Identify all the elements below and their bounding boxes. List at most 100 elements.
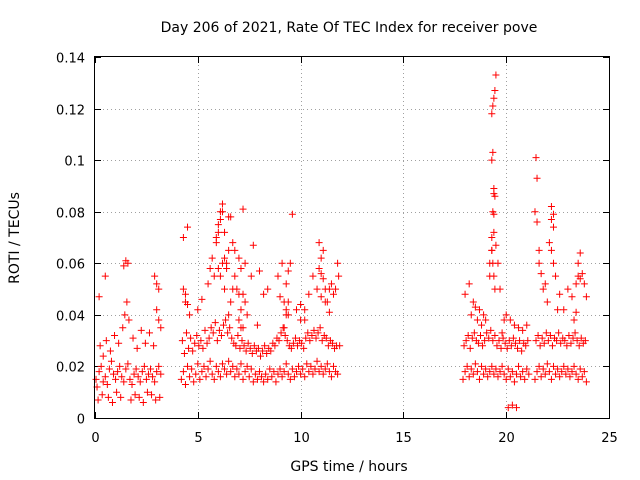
roti-point	[539, 285, 547, 293]
roti-point	[471, 303, 479, 311]
roti-point	[305, 290, 313, 298]
roti-point	[179, 234, 187, 241]
roti-point	[184, 362, 192, 370]
roti-point	[283, 337, 291, 345]
roti-point	[231, 272, 239, 280]
roti-point	[523, 321, 531, 329]
roti-point	[257, 352, 265, 360]
roti-point	[505, 337, 513, 345]
roti-point	[143, 388, 151, 396]
roti-point	[186, 311, 194, 319]
roti-point	[213, 337, 221, 345]
roti-point	[180, 350, 188, 358]
roti-point	[96, 342, 104, 350]
roti-point	[247, 272, 255, 280]
roti-point	[549, 210, 557, 218]
roti-point	[519, 368, 527, 376]
roti-point	[582, 378, 590, 386]
roti-point	[541, 280, 549, 288]
roti-point	[150, 342, 158, 350]
roti-point	[212, 362, 220, 370]
y-tick-label: 0.1	[64, 155, 85, 170]
roti-point	[506, 316, 514, 324]
roti-point	[545, 239, 553, 247]
roti-point	[537, 373, 545, 381]
roti-point	[315, 264, 323, 272]
roti-point	[151, 378, 159, 386]
roti-point	[120, 262, 128, 270]
roti-point	[334, 259, 342, 267]
roti-point	[308, 331, 316, 339]
roti-point	[271, 342, 279, 350]
roti-point	[201, 326, 209, 334]
roti-point	[474, 339, 482, 347]
roti-point	[539, 365, 547, 373]
roti-point	[537, 270, 545, 278]
roti-point	[290, 373, 298, 381]
roti-point	[477, 331, 484, 339]
roti-point	[156, 393, 164, 401]
roti-point	[227, 298, 235, 306]
roti-point	[464, 331, 472, 339]
roti-point	[214, 264, 222, 272]
roti-point	[221, 365, 229, 373]
roti-point	[211, 319, 219, 327]
roti-point	[229, 239, 237, 247]
roti-point	[568, 293, 576, 301]
roti-point	[130, 370, 138, 378]
roti-point	[99, 378, 107, 386]
roti-point	[497, 344, 505, 352]
roti-point	[144, 370, 152, 378]
roti-point	[280, 368, 288, 376]
roti-point	[461, 368, 469, 376]
roti-point	[492, 71, 500, 79]
roti-point	[198, 295, 206, 303]
roti-point	[461, 290, 469, 298]
x-tick-label: 25	[601, 431, 618, 446]
roti-point	[179, 368, 187, 376]
roti-point	[491, 331, 499, 339]
roti-point	[571, 329, 579, 337]
roti-point	[483, 329, 491, 337]
roti-point	[515, 362, 523, 370]
roti-point	[208, 370, 216, 378]
roti-point	[253, 375, 261, 383]
roti-point	[316, 324, 324, 332]
roti-point	[99, 352, 107, 360]
roti-point	[491, 87, 499, 95]
roti-point	[313, 357, 321, 365]
roti-point	[260, 290, 268, 298]
x-tick-label: 0	[91, 431, 99, 446]
roti-point	[227, 368, 235, 376]
roti-point	[186, 373, 194, 381]
roti-point	[578, 373, 586, 381]
roti-point	[317, 362, 325, 370]
roti-point	[510, 321, 518, 329]
roti-point	[215, 326, 223, 334]
roti-point	[117, 393, 125, 401]
roti-point	[478, 362, 486, 370]
roti-point	[524, 337, 532, 345]
roti-point	[502, 375, 510, 383]
roti-point	[576, 365, 584, 373]
roti-point	[142, 375, 150, 383]
roti-point	[206, 264, 214, 272]
roti-point	[547, 203, 555, 211]
roti-point	[466, 344, 474, 352]
roti-point	[118, 373, 126, 381]
roti-point	[490, 228, 498, 236]
roti-point	[148, 391, 156, 399]
roti-point	[580, 368, 588, 376]
x-tick-label: 15	[395, 431, 412, 446]
roti-point	[216, 272, 224, 280]
roti-point	[329, 290, 337, 298]
roti-point	[140, 362, 148, 370]
roti-point	[224, 329, 232, 337]
roti-point	[303, 360, 311, 368]
roti-point	[214, 221, 222, 229]
roti-point	[204, 280, 212, 288]
roti-point	[225, 213, 233, 221]
roti-point	[460, 342, 468, 350]
roti-point	[128, 380, 136, 388]
roti-point	[302, 334, 310, 342]
